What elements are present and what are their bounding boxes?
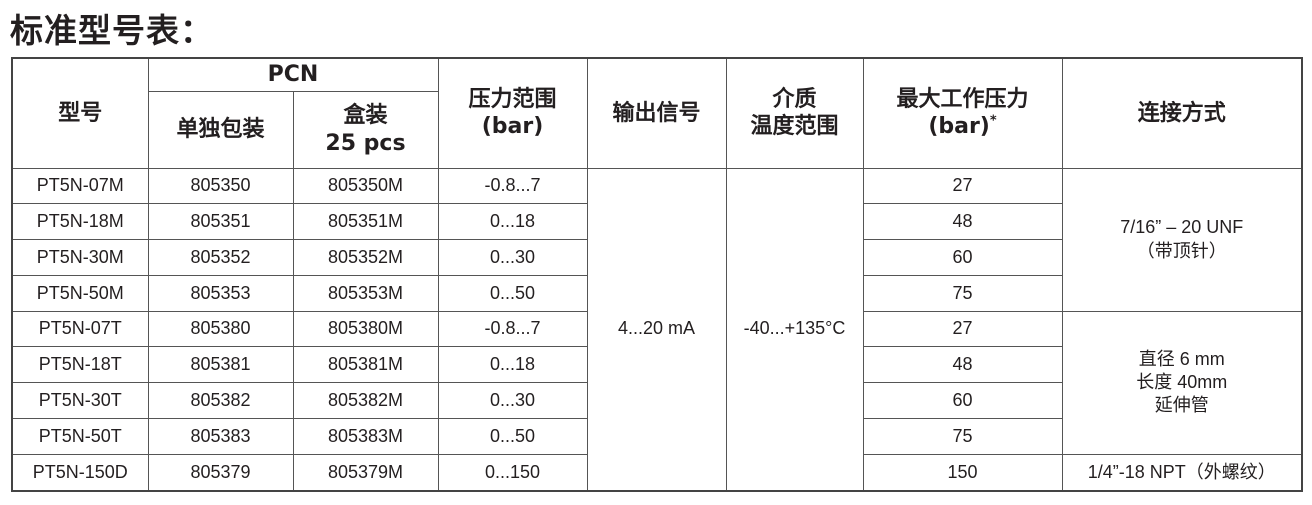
- pcn-box-cell: 805382M: [292, 382, 439, 420]
- max-pressure-cell: 150: [862, 453, 1063, 492]
- pcn-box-cell: 805352M: [292, 239, 439, 276]
- header-box: 盒装 25 pcs: [292, 90, 439, 169]
- model-cell: PT5N-50M: [11, 274, 149, 312]
- pcn-box-cell: 805381M: [292, 346, 439, 384]
- header-medium: 介质 温度范围: [725, 57, 864, 169]
- pressure-range-cell: 0...30: [437, 382, 588, 420]
- pressure-range-cell: -0.8...7: [437, 167, 588, 205]
- table-row: PT5N-07T 805380 805380M -0.8...7 27 直径 6 mm 长度…: [11, 310, 1303, 455]
- connection-cell: 7/16” – 20 UNF （带顶针）: [1061, 167, 1303, 312]
- pcn-single-cell: 805381: [147, 346, 294, 384]
- model-cell: PT5N-30T: [11, 382, 149, 420]
- output-signal-cell: 4...20 mA: [586, 167, 727, 492]
- pcn-box-cell: 805379M: [292, 453, 439, 492]
- header-model: 型号: [11, 57, 149, 169]
- pcn-single-cell: 805351: [147, 203, 294, 241]
- model-cell: PT5N-18T: [11, 346, 149, 384]
- table-row: PT5N-07M 805350 805350M -0.8...7 4...20 mA -4…: [11, 167, 1303, 492]
- max-pressure-cell: 75: [862, 274, 1063, 312]
- header-single: 单独包装: [147, 90, 294, 169]
- medium-temp-cell: -40...+135°C: [725, 167, 864, 492]
- model-cell: PT5N-30M: [11, 239, 149, 276]
- model-cell: PT5N-07M: [11, 167, 149, 205]
- pcn-box-cell: 805350M: [292, 167, 439, 205]
- pcn-single-cell: 805353: [147, 274, 294, 312]
- table-row: PT5N-50M 805353 805353M 0...50 75: [11, 274, 1302, 312]
- pressure-range-cell: 0...18: [437, 346, 588, 384]
- pcn-single-cell: 805380: [147, 310, 294, 348]
- pcn-box-cell: 805380M: [292, 310, 439, 348]
- pressure-range-cell: 0...50: [437, 418, 588, 455]
- pcn-box-cell: 805383M: [292, 418, 439, 455]
- pressure-range-cell: 0...18: [437, 203, 588, 241]
- header-range: 压力范围 (bar): [437, 57, 588, 169]
- connection-cell: 直径 6 mm 长度 40mm 延伸管: [1061, 310, 1303, 455]
- table-row: PT5N-18M 805351 805351M 0...18 48: [11, 203, 1302, 241]
- model-cell: PT5N-150D: [11, 453, 149, 492]
- max-pressure-cell: 60: [862, 239, 1063, 276]
- max-pressure-cell: 27: [862, 310, 1063, 348]
- model-table: 型号 PCN 压力范围 (bar) 输出信号 介质 温度范围 最大工作压力 (bar)…: [11, 57, 1303, 492]
- header-max-pressure: 最大工作压力 (bar)*: [862, 57, 1063, 169]
- pressure-range-cell: 0...50: [437, 274, 588, 312]
- table-row: PT5N-150D 805379 805379M 0...150 150 1/4”-18 …: [11, 453, 1303, 492]
- header-connection: 连接方式: [1061, 57, 1303, 169]
- model-cell: PT5N-07T: [11, 310, 149, 348]
- max-pressure-cell: 27: [862, 167, 1063, 205]
- pcn-single-cell: 805379: [147, 453, 294, 492]
- pcn-box-cell: 805351M: [292, 203, 439, 241]
- header-output: 输出信号: [586, 57, 727, 169]
- header-pcn: PCN: [147, 57, 439, 92]
- max-pressure-cell: 75: [862, 418, 1063, 455]
- pressure-range-cell: 0...150: [437, 453, 588, 492]
- model-cell: PT5N-50T: [11, 418, 149, 455]
- model-cell: PT5N-18M: [11, 203, 149, 241]
- pressure-range-cell: 0...30: [437, 239, 588, 276]
- max-pressure-cell: 48: [862, 346, 1063, 384]
- pressure-range-cell: -0.8...7: [437, 310, 588, 348]
- pcn-single-cell: 805350: [147, 167, 294, 205]
- pcn-box-cell: 805353M: [292, 274, 439, 312]
- table-row: PT5N-30T 805382 805382M 0...30 60: [11, 382, 1302, 420]
- pcn-single-cell: 805382: [147, 382, 294, 420]
- pcn-single-cell: 805352: [147, 239, 294, 276]
- pcn-single-cell: 805383: [147, 418, 294, 455]
- table-row: PT5N-50T 805383 805383M 0...50 75: [11, 418, 1302, 455]
- max-pressure-cell: 48: [862, 203, 1063, 241]
- max-pressure-cell: 60: [862, 382, 1063, 420]
- page-title: 标准型号表：: [10, 11, 214, 50]
- connection-cell: 1/4”-18 NPT（外螺纹）: [1061, 453, 1303, 492]
- table-row: PT5N-30M 805352 805352M 0...30 60: [11, 239, 1302, 276]
